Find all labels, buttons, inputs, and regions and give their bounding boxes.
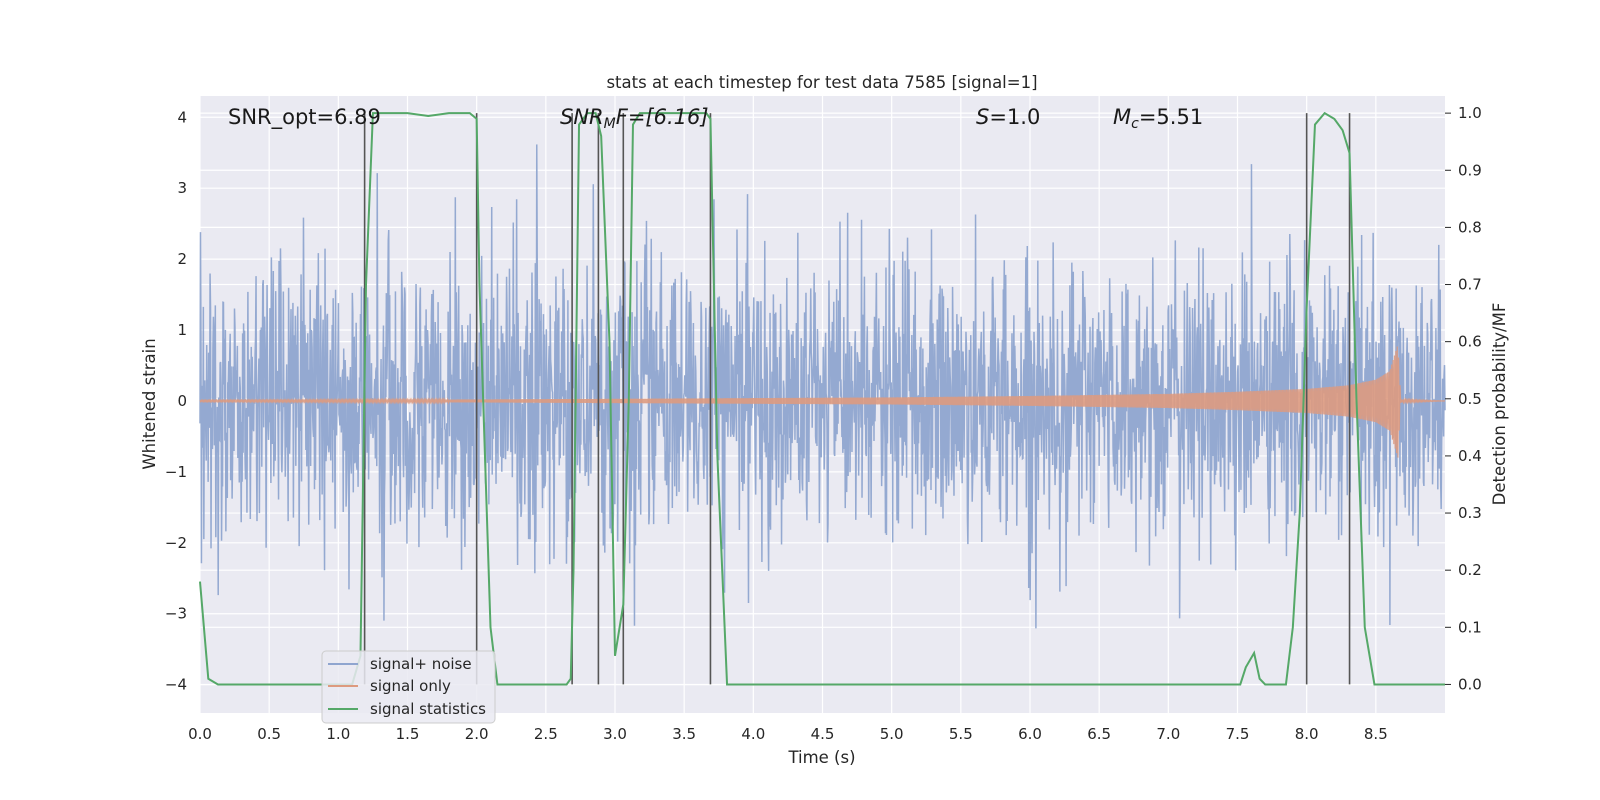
y-right-tick-label: 0.3 [1458, 504, 1482, 522]
y-left-tick-label: −1 [165, 463, 187, 481]
y-axis-label-left: Whitened strain [140, 338, 159, 469]
y-right-tick-label: 0.0 [1458, 675, 1482, 693]
signal-noise-line [199, 144, 1446, 629]
x-tick-label: 1.5 [396, 725, 420, 743]
legend-label-signal-noise: signal+ noise [370, 655, 472, 673]
series-signal-statistics [199, 111, 1445, 686]
x-tick-label: 2.0 [465, 725, 489, 743]
x-tick-label: 5.5 [949, 725, 973, 743]
annotation-mc: Mc=5.51 [1113, 105, 1203, 132]
y-right-tick-label: 0.2 [1458, 561, 1482, 579]
annotation-snr-mf: SNRMF=[6.16] [560, 105, 709, 132]
x-tick-label: 1.0 [326, 725, 350, 743]
series-signal-noise [199, 144, 1446, 629]
annotation-snr-opt: SNR_opt=6.89 [228, 105, 381, 130]
x-tick-label: 4.0 [741, 725, 765, 743]
y-left-tick-label: 2 [177, 250, 187, 268]
y-left-tick-label: 3 [177, 179, 187, 197]
x-tick-label: 6.5 [1087, 725, 1111, 743]
y-right-tick-label: 0.7 [1458, 276, 1482, 294]
signal-only-line [199, 346, 1446, 458]
y-left-tick-label: 4 [177, 108, 187, 126]
x-tick-label: 0.5 [257, 725, 281, 743]
y-right-tick-label: 0.8 [1458, 218, 1482, 236]
x-tick-label: 7.5 [1226, 725, 1250, 743]
y-left-tick-label: −3 [165, 605, 187, 623]
x-tick-label: 8.0 [1295, 725, 1319, 743]
y-axis-label-right: Detection probability/MF [1490, 303, 1509, 506]
y-right-tick-label: 0.9 [1458, 161, 1482, 179]
legend-box [321, 650, 496, 724]
x-tick-label: 3.0 [603, 725, 627, 743]
x-tick-label: 4.5 [811, 725, 835, 743]
series-signal-only [199, 346, 1446, 458]
y-right-tick-label: 0.6 [1458, 333, 1482, 351]
x-tick-label: 0.0 [188, 725, 212, 743]
ticks: 0.0 0.5 1.0 1.5 2.0 2.5 3.0 3.5 4.0 4.5 5.0 5.5 6.0 6… [165, 104, 1482, 743]
x-tick-label: 5.0 [880, 725, 904, 743]
annotation-s: S=1.0 [976, 105, 1040, 129]
y-right-tick-label: 0.4 [1458, 447, 1482, 465]
legend-label-signal-only: signal only [370, 677, 451, 695]
y-right-tick-label: 1.0 [1458, 104, 1482, 122]
x-tick-label: 8.5 [1364, 725, 1388, 743]
y-left-tick-label: 0 [177, 392, 187, 410]
y-left-tick-label: −4 [165, 676, 187, 694]
x-axis-label: Time (s) [787, 748, 855, 767]
y-left-tick-label: −2 [165, 534, 187, 552]
x-tick-label: 3.5 [672, 725, 696, 743]
x-tick-label: 6.0 [1018, 725, 1042, 743]
legend-label-signal-statistics: signal statistics [370, 700, 486, 718]
x-tick-label: 7.0 [1156, 725, 1180, 743]
legend: signal+ noise signal only signal statist… [321, 650, 496, 724]
x-tick-label: 2.5 [534, 725, 558, 743]
y-left-tick-label: 1 [177, 321, 187, 339]
signal-statistics-line [199, 111, 1445, 686]
chart-title: stats at each timestep for test data 758… [606, 73, 1037, 92]
y-right-tick-label: 0.5 [1458, 390, 1482, 408]
y-right-tick-label: 0.1 [1458, 618, 1482, 636]
